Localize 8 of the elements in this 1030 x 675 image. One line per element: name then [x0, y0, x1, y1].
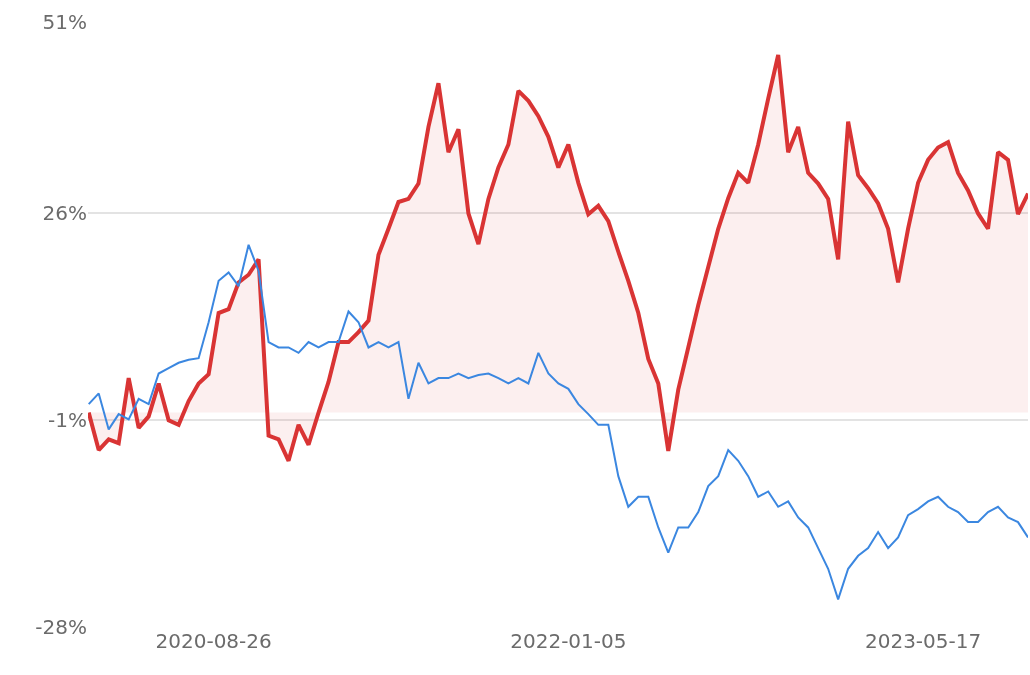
x-tick-label: 2020-08-26 — [155, 629, 272, 653]
y-tick-label: 26% — [42, 201, 87, 226]
line-series — [88, 243, 1028, 601]
y-tick-label: -1% — [48, 408, 87, 433]
y-tick-label: 51% — [42, 10, 87, 34]
x-tick-label: 2022-01-05 — [510, 629, 627, 653]
y-tick-label: -28% — [35, 615, 87, 639]
x-tick-label: 2023-05-17 — [864, 629, 982, 653]
